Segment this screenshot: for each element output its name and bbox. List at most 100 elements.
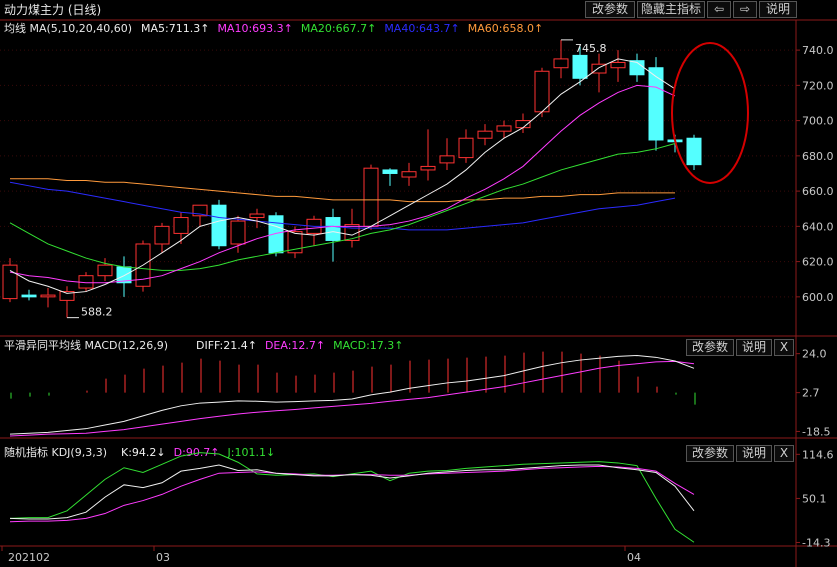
candle	[534, 67, 550, 118]
price-tick-label: 600.0	[802, 291, 834, 304]
arrow-right-icon[interactable]: ⇨	[733, 1, 757, 18]
candle	[211, 199, 227, 250]
ma40-line	[9, 181, 676, 231]
price-tick-label: 620.0	[802, 256, 834, 269]
candle	[59, 286, 75, 318]
macd-tick-label: -18.5	[802, 425, 830, 438]
hide-main-indicator-button[interactable]: 隐藏主指标	[637, 1, 705, 18]
kdj-edit-params-button[interactable]: 改参数	[686, 445, 734, 462]
high-annotation: 745.8	[575, 42, 607, 55]
macd-lines	[9, 354, 695, 437]
candle	[40, 288, 56, 308]
candle	[173, 212, 189, 244]
price-y-axis: 740.0 720.0 700.0 680.0 660.0 640.0 620.0 600.0	[796, 44, 834, 304]
price-annotations: 745.8 588.2	[67, 39, 607, 319]
candle	[686, 134, 702, 170]
candle	[401, 162, 417, 186]
macd-edit-params-button[interactable]: 改参数	[686, 339, 734, 356]
macd-legend-item: MACD:17.3↑	[333, 339, 403, 352]
candle	[439, 138, 455, 170]
ma5-line	[9, 58, 676, 294]
price-tick-label: 640.0	[802, 220, 834, 233]
macd-legend-item: DIFF:21.4↑	[196, 339, 257, 352]
candle	[21, 289, 37, 301]
candle	[192, 204, 208, 227]
kdj-legend-item: K:94.2↓	[121, 446, 166, 459]
low-annotation: 588.2	[81, 306, 113, 319]
ma20-line	[9, 143, 676, 271]
macd-help-button[interactable]: 说明	[736, 339, 772, 356]
ma10-line	[9, 84, 676, 284]
price-tick-label: 660.0	[802, 185, 834, 198]
macd-tick-label: 24.0	[802, 348, 827, 361]
candle	[572, 46, 588, 86]
x-tick-label: 202102	[8, 551, 50, 564]
price-legend-item: MA20:667.7↑	[301, 22, 376, 35]
kdj-tick-label: 114.6	[802, 448, 834, 461]
kdj-y-axis: 114.6 50.1 -14.3	[796, 448, 834, 549]
macd-panel: 平滑异同平均线 MACD(12,26,9) DIFF:21.4↑ DEA:12.7…	[0, 338, 837, 439]
price-legend: MA5:711.3↑ MA10:693.3↑ MA20:667.7↑ MA40:643…	[141, 22, 543, 35]
highlight-ellipse	[671, 42, 749, 184]
kdj-panel: 随机指标 KDJ(9,3,3) K:94.2↓ D:90.7↑ J:101.1↓ 1…	[0, 445, 837, 549]
candle	[610, 50, 626, 82]
edit-params-button[interactable]: 改参数	[585, 1, 635, 18]
candle	[230, 215, 246, 253]
candle	[496, 120, 512, 139]
candle	[648, 57, 664, 151]
help-button[interactable]: 说明	[759, 1, 797, 18]
price-legend-item: MA5:711.3↑	[141, 22, 209, 35]
price-panel: 均线 MA(5,10,20,40,60) MA5:711.3↑ MA10:693.…	[0, 19, 837, 567]
kdj-help-button[interactable]: 说明	[736, 445, 772, 462]
ma60-line	[10, 178, 675, 203]
candle	[2, 258, 18, 303]
moving-average-lines	[9, 58, 676, 294]
candle	[249, 208, 265, 229]
candle	[477, 124, 493, 146]
candle	[629, 53, 645, 82]
macd-tick-label: 2.7	[802, 387, 820, 400]
price-tick-label: 700.0	[802, 115, 834, 128]
kdj-lines	[9, 452, 695, 543]
arrow-left-icon[interactable]: ⇦	[707, 1, 731, 18]
candle	[154, 222, 170, 253]
kdj-legend-item: D:90.7↑	[174, 446, 220, 459]
kdj-legend-item: J:101.1↓	[227, 446, 276, 459]
candle	[325, 208, 341, 262]
price-legend-item: MA60:658.0↑	[468, 22, 543, 35]
kdj-close-icon[interactable]: X	[774, 445, 794, 462]
macd-histogram	[10, 351, 696, 405]
price-tick-label: 740.0	[802, 44, 834, 57]
price-indicator-name: 均线 MA(5,10,20,40,60)	[4, 21, 132, 35]
kdj-legend: K:94.2↓ D:90.7↑ J:101.1↓	[121, 446, 275, 459]
x-tick-label: 04	[627, 551, 641, 564]
price-tick-label: 680.0	[802, 150, 834, 163]
kdj-tick-label: -14.3	[802, 536, 830, 549]
price-grid	[0, 49, 796, 298]
x-tick-label: 03	[156, 551, 170, 564]
diff-line	[9, 354, 695, 435]
k-line	[9, 464, 695, 520]
candle	[363, 164, 379, 230]
x-axis: 202102 03 04	[1, 546, 641, 564]
candle	[591, 53, 607, 93]
j-line	[9, 452, 695, 543]
dea-line	[9, 360, 695, 437]
price-tick-label: 720.0	[802, 79, 834, 92]
macd-legend: DIFF:21.4↑ DEA:12.7↑ MACD:17.3↑	[196, 339, 404, 352]
macd-legend-item: DEA:12.7↑	[265, 339, 325, 352]
price-legend-item: MA10:693.3↑	[217, 22, 292, 35]
candle	[97, 258, 113, 281]
macd-indicator-name: 平滑异同平均线 MACD(12,26,9)	[4, 338, 168, 352]
kdj-tick-label: 50.1	[802, 492, 827, 505]
macd-y-axis: 24.0 2.7 -18.5	[796, 348, 830, 438]
candle	[420, 129, 436, 181]
price-legend-item: MA40:643.7↑	[384, 22, 459, 35]
kdj-indicator-name: 随机指标 KDJ(9,3,3)	[4, 445, 107, 459]
candle	[135, 240, 151, 292]
chart-title: 动力煤主力 (日线)	[4, 3, 101, 17]
candle	[382, 168, 398, 186]
candle	[287, 226, 303, 259]
macd-close-icon[interactable]: X	[774, 339, 794, 356]
